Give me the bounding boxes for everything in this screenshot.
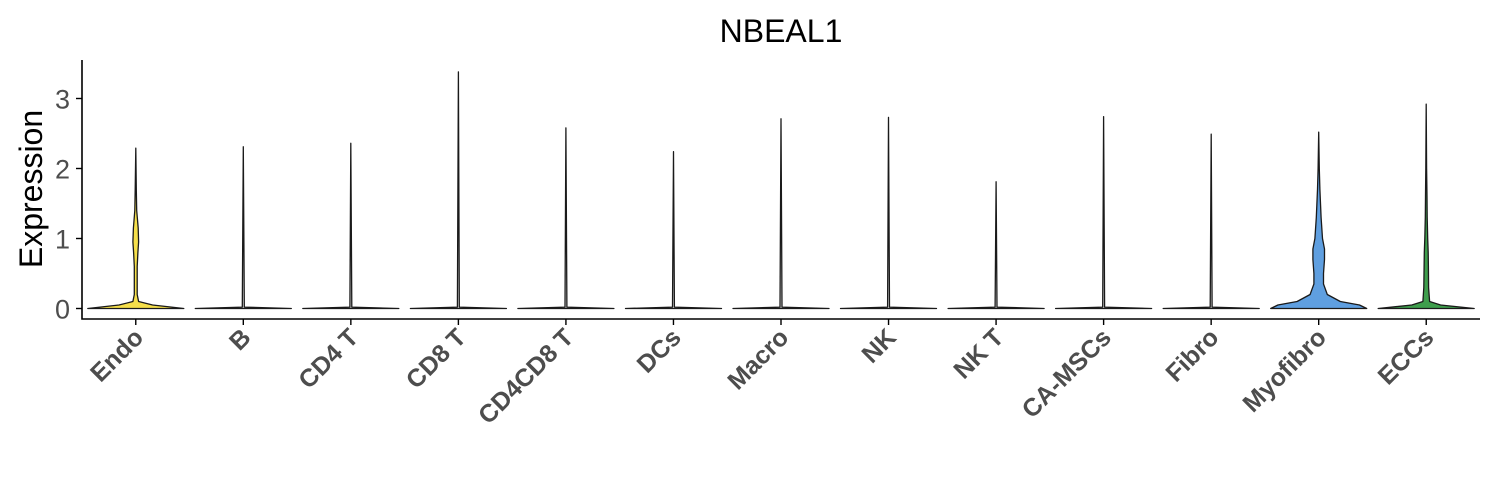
- x-tick-label: DCs: [632, 323, 687, 378]
- violin-nk: [839, 116, 938, 310]
- x-axis: Endo B CD4 T CD8 T CD4CD8 T DCs Macro NK NK T CA-…: [85, 319, 1439, 430]
- violin-group: [87, 71, 1475, 310]
- violin-eccs: [1377, 103, 1475, 310]
- x-tick-label: NK: [856, 323, 901, 368]
- y-tick-label: 2: [55, 155, 70, 185]
- violin-macro: [732, 118, 830, 310]
- x-tick-label: NK T: [948, 323, 1009, 384]
- violin-nk-t: [947, 181, 1045, 310]
- axis-lines: [81, 60, 1480, 320]
- chart-title: NBEAL1: [720, 13, 843, 49]
- y-axis-label: Expression: [13, 110, 49, 268]
- y-tick-label: 0: [55, 295, 70, 325]
- x-tick-label: ECCs: [1373, 323, 1440, 390]
- x-tick-label: CD4CD8 T: [473, 323, 579, 429]
- x-tick-label: B: [224, 323, 257, 356]
- x-tick-label: Macro: [722, 323, 794, 395]
- x-tick-label: CD4 T: [293, 323, 364, 394]
- y-tick-label: 1: [55, 225, 70, 255]
- violin-dcs: [624, 151, 723, 310]
- violin-cd4-t: [302, 142, 400, 310]
- y-axis: 0 1 2 3: [55, 85, 82, 325]
- x-tick-label: Myofibro: [1238, 323, 1332, 417]
- x-tick-label: Fibro: [1160, 323, 1224, 387]
- violin-endo: [87, 147, 185, 310]
- y-tick-label: 3: [55, 85, 70, 115]
- violin-cd4cd8-t: [517, 127, 615, 310]
- x-tick-label: CD8 T: [401, 323, 472, 394]
- violin-fibro: [1162, 133, 1260, 310]
- violin-cd8-t: [409, 71, 508, 310]
- x-tick-label: Endo: [85, 323, 149, 387]
- x-tick-label: CA-MSCs: [1017, 323, 1117, 423]
- violin-ca-mscs: [1054, 116, 1153, 310]
- violin-myofibro: [1270, 131, 1368, 310]
- violin-b: [194, 146, 292, 310]
